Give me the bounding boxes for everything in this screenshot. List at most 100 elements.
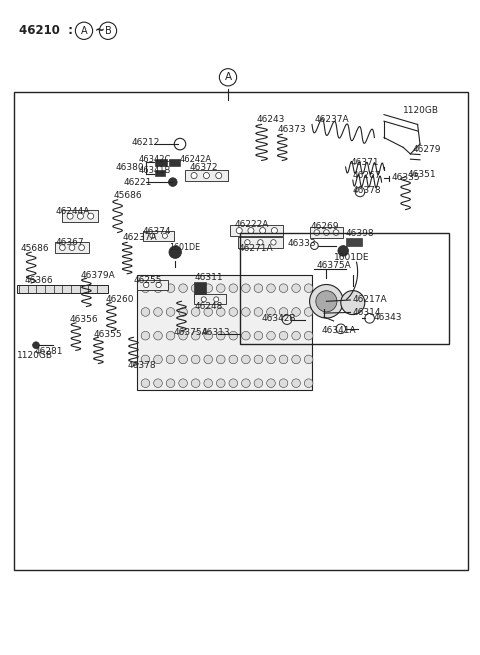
Circle shape bbox=[67, 213, 73, 219]
Circle shape bbox=[79, 245, 84, 250]
Circle shape bbox=[204, 379, 213, 388]
Text: 46221: 46221 bbox=[123, 178, 152, 187]
Circle shape bbox=[292, 355, 300, 364]
Text: 46237A: 46237A bbox=[122, 233, 157, 242]
Circle shape bbox=[316, 291, 337, 312]
Circle shape bbox=[292, 308, 300, 316]
Circle shape bbox=[150, 233, 155, 238]
Text: 46314: 46314 bbox=[353, 308, 381, 317]
Bar bbox=[137, 275, 312, 390]
Circle shape bbox=[166, 379, 175, 388]
Text: 46313: 46313 bbox=[202, 328, 230, 337]
Circle shape bbox=[144, 282, 149, 288]
Circle shape bbox=[216, 284, 225, 293]
Text: 1120GB: 1120GB bbox=[17, 350, 53, 360]
Circle shape bbox=[241, 379, 250, 388]
Circle shape bbox=[69, 245, 75, 250]
Bar bbox=[194, 295, 226, 304]
Circle shape bbox=[154, 331, 162, 340]
Text: 46341A: 46341A bbox=[322, 326, 356, 335]
Circle shape bbox=[292, 284, 300, 293]
Text: 46242A: 46242A bbox=[180, 155, 212, 164]
Circle shape bbox=[192, 284, 200, 293]
Circle shape bbox=[179, 355, 187, 364]
Circle shape bbox=[229, 379, 238, 388]
Text: 46244A: 46244A bbox=[55, 207, 90, 216]
Circle shape bbox=[191, 172, 197, 179]
Circle shape bbox=[141, 355, 150, 364]
Text: 46311: 46311 bbox=[194, 273, 223, 282]
Circle shape bbox=[241, 355, 250, 364]
Circle shape bbox=[304, 284, 313, 293]
Circle shape bbox=[258, 240, 263, 245]
Circle shape bbox=[192, 355, 200, 364]
Circle shape bbox=[267, 355, 276, 364]
Circle shape bbox=[304, 379, 313, 388]
Circle shape bbox=[179, 331, 187, 340]
Bar bbox=[240, 233, 449, 344]
Circle shape bbox=[292, 379, 300, 388]
Circle shape bbox=[341, 291, 365, 314]
Text: 46375A: 46375A bbox=[174, 328, 208, 337]
Circle shape bbox=[279, 284, 288, 293]
Text: 46269: 46269 bbox=[311, 222, 339, 231]
Circle shape bbox=[260, 227, 266, 234]
Circle shape bbox=[254, 355, 263, 364]
Circle shape bbox=[241, 331, 250, 340]
Text: 46367: 46367 bbox=[56, 238, 84, 247]
Text: 46373: 46373 bbox=[277, 125, 306, 134]
Bar bbox=[55, 242, 89, 253]
Text: 46371: 46371 bbox=[350, 158, 379, 167]
Circle shape bbox=[254, 379, 263, 388]
Text: B: B bbox=[105, 26, 111, 36]
Text: 46341B: 46341B bbox=[138, 166, 170, 175]
Circle shape bbox=[214, 297, 219, 302]
Text: 46335: 46335 bbox=[391, 173, 420, 182]
Circle shape bbox=[192, 331, 200, 340]
Bar bbox=[310, 227, 343, 238]
Circle shape bbox=[154, 308, 162, 316]
Text: 46351: 46351 bbox=[408, 170, 437, 179]
Circle shape bbox=[267, 379, 276, 388]
Text: 46356: 46356 bbox=[70, 315, 98, 324]
Circle shape bbox=[154, 355, 162, 364]
Circle shape bbox=[166, 355, 175, 364]
Text: 46379A: 46379A bbox=[81, 271, 115, 280]
Bar bbox=[194, 282, 206, 296]
Circle shape bbox=[169, 246, 181, 259]
Circle shape bbox=[267, 308, 276, 316]
Text: 46378: 46378 bbox=[127, 361, 156, 370]
Circle shape bbox=[279, 308, 288, 316]
Circle shape bbox=[204, 355, 213, 364]
Text: 46271A: 46271A bbox=[239, 244, 274, 253]
Circle shape bbox=[229, 308, 238, 316]
Circle shape bbox=[304, 331, 313, 340]
Circle shape bbox=[279, 331, 288, 340]
Circle shape bbox=[279, 379, 288, 388]
Circle shape bbox=[241, 284, 250, 293]
Circle shape bbox=[141, 284, 150, 293]
Circle shape bbox=[141, 379, 150, 388]
Text: 46212: 46212 bbox=[132, 138, 160, 147]
Bar bbox=[155, 170, 165, 176]
Circle shape bbox=[216, 355, 225, 364]
Circle shape bbox=[229, 284, 238, 293]
Circle shape bbox=[179, 284, 187, 293]
Text: ~: ~ bbox=[95, 24, 105, 37]
Circle shape bbox=[33, 342, 39, 348]
Bar bbox=[62, 210, 98, 222]
Circle shape bbox=[216, 308, 225, 316]
Text: 46372: 46372 bbox=[190, 163, 218, 172]
Text: 46237A: 46237A bbox=[314, 115, 349, 124]
Bar bbox=[238, 237, 283, 248]
Bar bbox=[346, 238, 362, 246]
Text: 46342B: 46342B bbox=[262, 314, 296, 323]
Circle shape bbox=[241, 308, 250, 316]
Circle shape bbox=[204, 308, 213, 316]
Text: 46281: 46281 bbox=[35, 346, 63, 356]
Text: 45686: 45686 bbox=[114, 191, 143, 200]
Circle shape bbox=[324, 230, 329, 235]
Circle shape bbox=[77, 213, 84, 219]
Circle shape bbox=[204, 284, 213, 293]
Circle shape bbox=[310, 284, 343, 318]
